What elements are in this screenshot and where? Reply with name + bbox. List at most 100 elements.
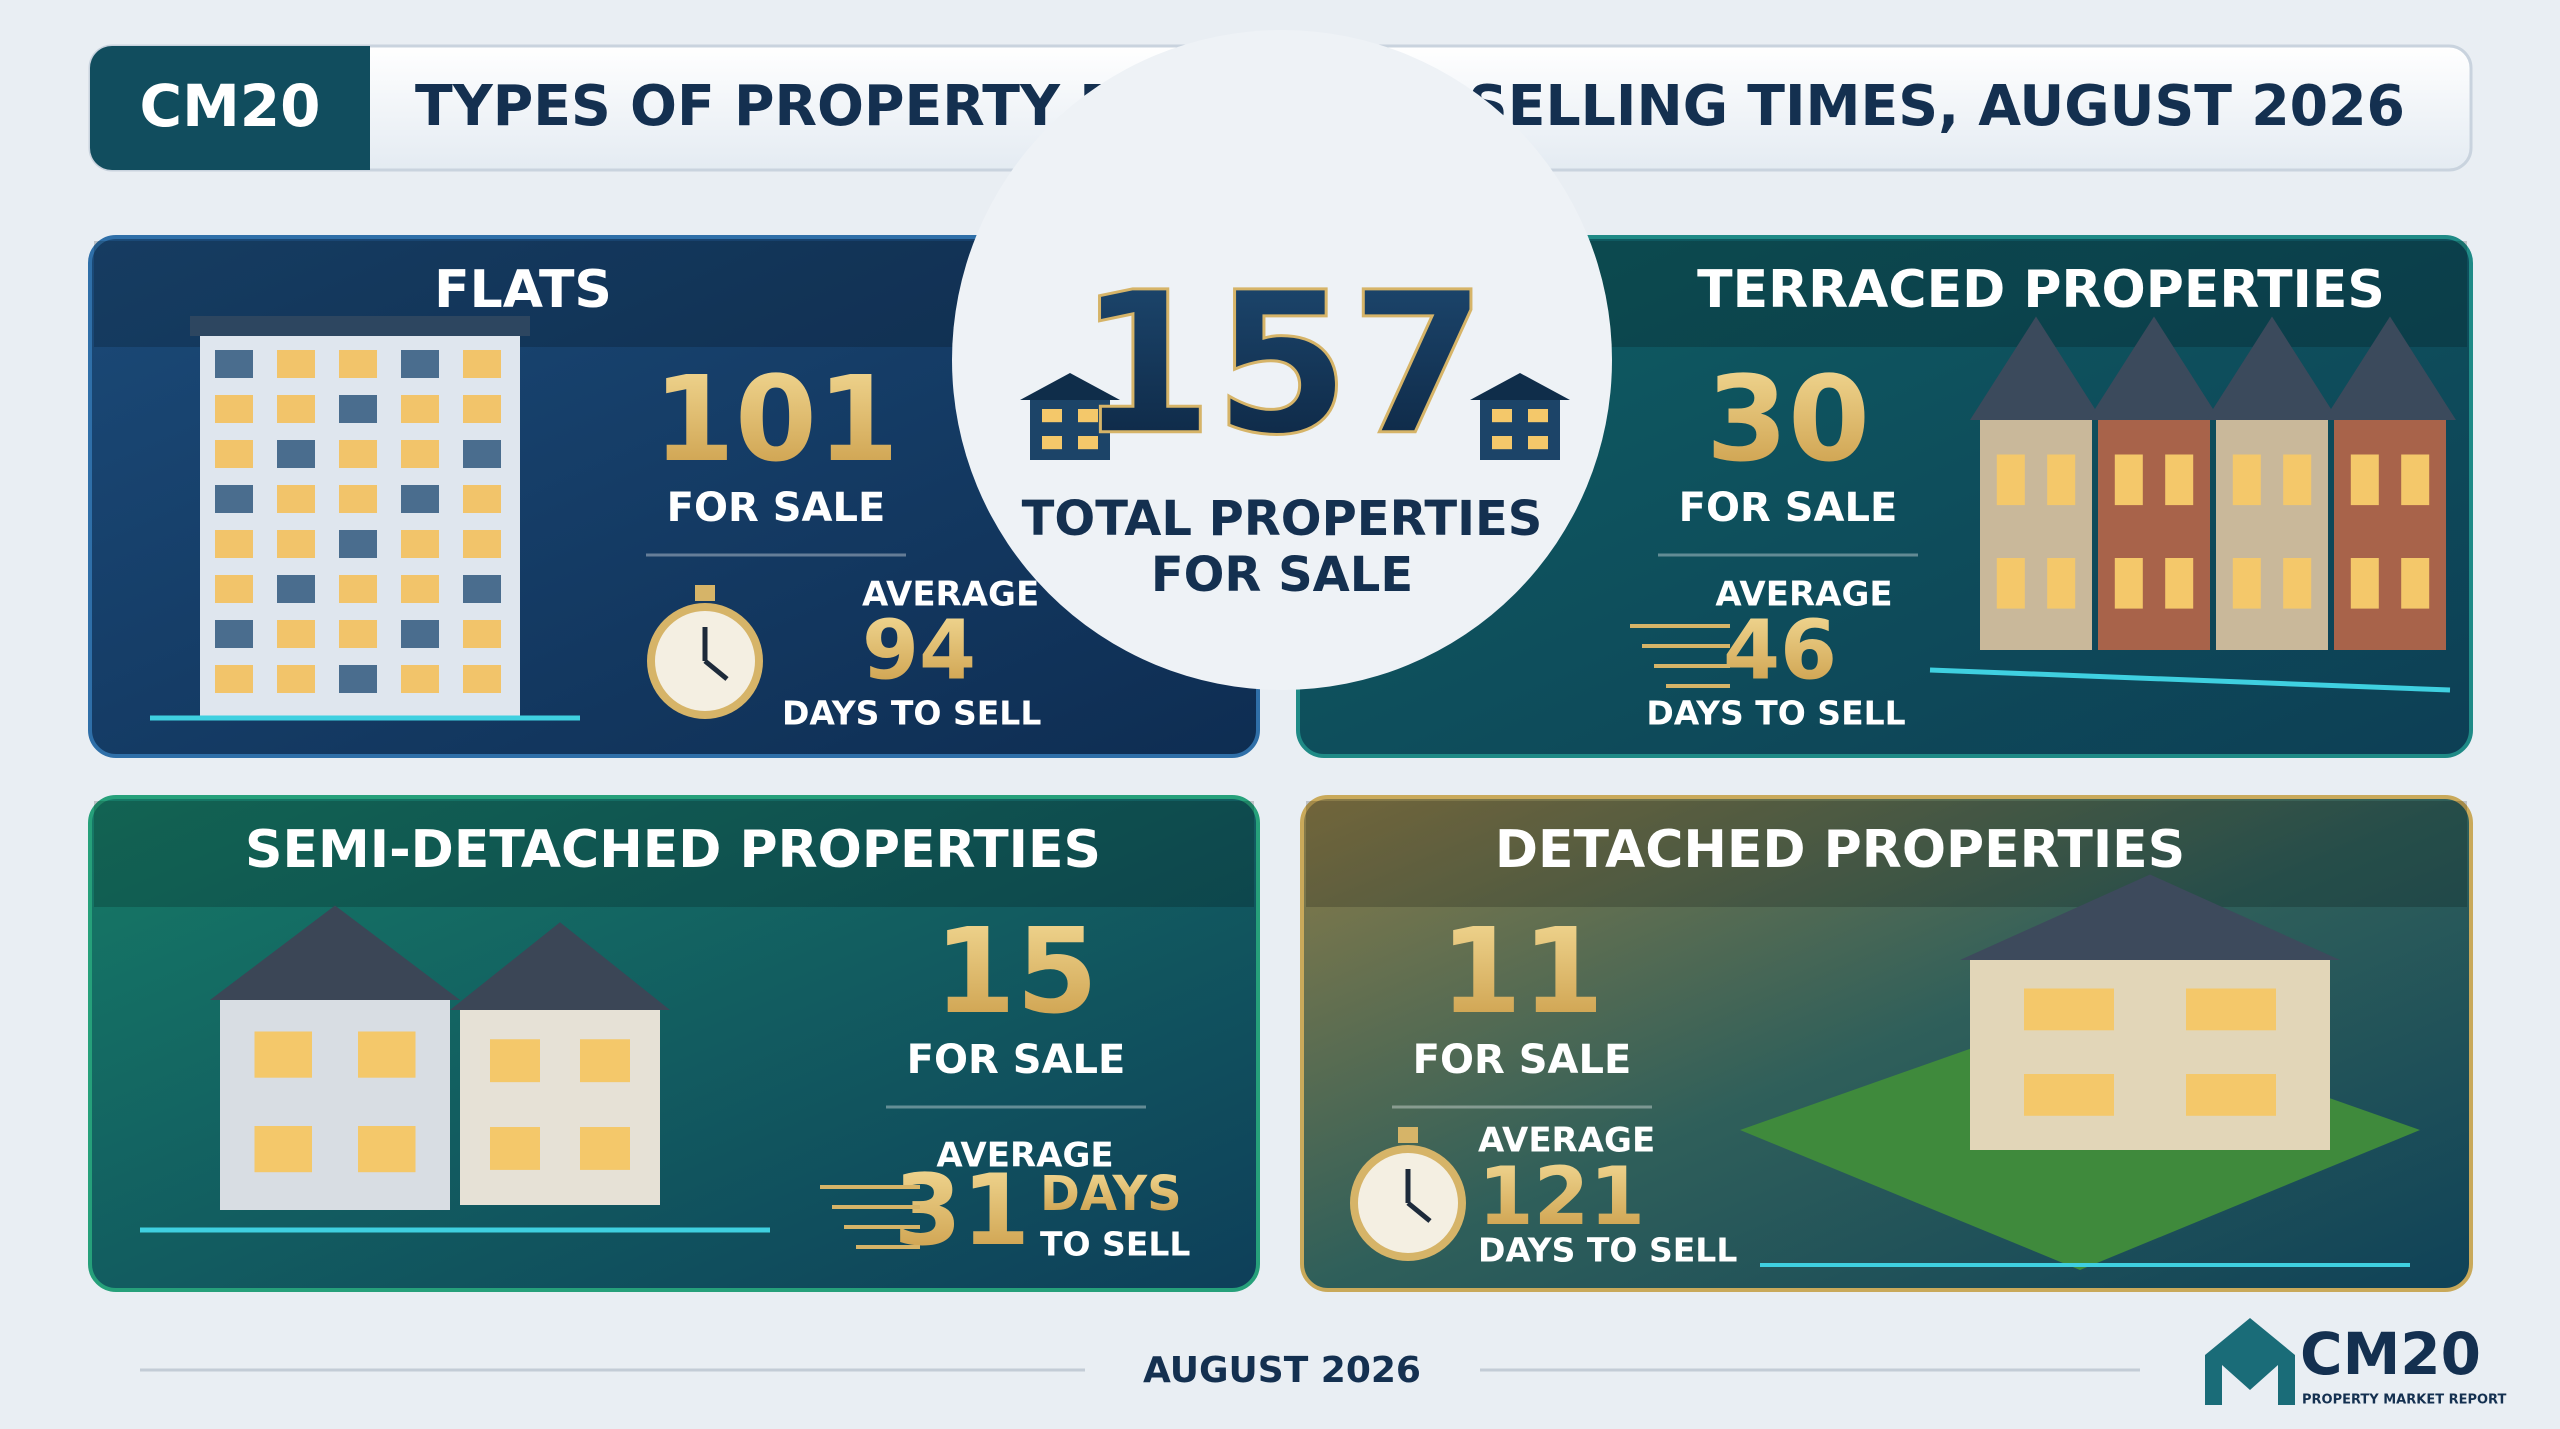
house-window [2186, 1074, 2276, 1116]
house-window [1042, 409, 1062, 423]
logo-icon [2205, 1318, 2295, 1405]
logo-text: CM20 [2300, 1320, 2481, 1388]
days-label: DAYS TO SELL [782, 694, 1041, 733]
window [401, 350, 439, 378]
for-sale-label: FOR SALE [667, 485, 886, 531]
total-label: FOR SALE [1151, 547, 1413, 603]
house-window [2186, 988, 2276, 1031]
house-window [2165, 454, 2194, 506]
days-label: TO SELL [1040, 1225, 1190, 1264]
window [463, 620, 501, 648]
house-window [2401, 558, 2430, 609]
window [277, 485, 315, 513]
stopwatch-hand [1406, 1201, 1432, 1223]
window [401, 395, 439, 423]
logo-subtitle: PROPERTY MARKET REPORT [2302, 1393, 2506, 1408]
window [463, 485, 501, 513]
window [277, 440, 315, 468]
days-label: DAYS TO SELL [1646, 694, 1905, 733]
window [339, 530, 377, 558]
house-window [254, 1031, 312, 1078]
center-disc [952, 30, 1612, 690]
house-window [2024, 988, 2114, 1031]
for-sale-count: 30 [1706, 350, 1870, 488]
days-to-sell: 121 [1478, 1150, 1645, 1243]
house-window [2024, 1074, 2114, 1116]
window [463, 350, 501, 378]
window [401, 575, 439, 603]
window [339, 350, 377, 378]
house-window [2232, 454, 2261, 506]
window [215, 440, 253, 468]
window [339, 575, 377, 603]
house-window [2350, 454, 2379, 506]
for-sale-count: 15 [934, 902, 1098, 1040]
window [277, 530, 315, 558]
stopwatch-crown [1398, 1127, 1418, 1143]
total-label: TOTAL PROPERTIES [1022, 491, 1543, 547]
house-roof [450, 922, 670, 1010]
house-window [1492, 409, 1512, 423]
window [463, 530, 501, 558]
days-label: DAYS TO SELL [1478, 1231, 1737, 1270]
house-roof [2324, 316, 2456, 420]
house-window [490, 1127, 540, 1170]
window [339, 485, 377, 513]
house-window [580, 1127, 630, 1170]
for-sale-count: 11 [1440, 902, 1604, 1040]
average-label: AVERAGE [1478, 1121, 1655, 1161]
window [215, 350, 253, 378]
window [339, 620, 377, 648]
for-sale-label: FOR SALE [1679, 485, 1898, 531]
card-title: DETACHED PROPERTIES [1495, 820, 2185, 880]
window [277, 620, 315, 648]
house-roof [2088, 316, 2220, 420]
window [463, 575, 501, 603]
house-window [254, 1126, 312, 1173]
house-window [1528, 409, 1548, 423]
ground-glow [1929, 667, 2451, 693]
window [277, 395, 315, 423]
house-window [2165, 558, 2194, 609]
card-header [1306, 801, 2467, 907]
house-roof [1470, 373, 1570, 400]
card-title: SEMI-DETACHED PROPERTIES [245, 820, 1101, 880]
window [463, 395, 501, 423]
window [339, 395, 377, 423]
average-label: AVERAGE [1715, 575, 1892, 615]
house-window [2114, 558, 2143, 609]
house-roof [2206, 316, 2338, 420]
house-window [1078, 436, 1098, 450]
house-window [1492, 436, 1512, 450]
house-window [2047, 454, 2076, 506]
window [401, 665, 439, 693]
days-to-sell: 94 [862, 603, 976, 698]
house-window [2350, 558, 2379, 609]
card-header [94, 801, 1254, 907]
window [401, 440, 439, 468]
window [401, 485, 439, 513]
house-roof [210, 905, 460, 1000]
house-window [358, 1031, 416, 1078]
house-window [2232, 558, 2261, 609]
card-title: FLATS [434, 260, 612, 320]
stopwatch-crown [695, 585, 715, 601]
window [215, 665, 253, 693]
footer-date: AUGUST 2026 [1143, 1350, 1421, 1391]
house-roof [1020, 373, 1120, 400]
house-window [1042, 436, 1062, 450]
stopwatch-hand [703, 659, 729, 681]
window [215, 485, 253, 513]
house-window [1078, 409, 1098, 423]
window [277, 665, 315, 693]
house-window [2283, 454, 2312, 506]
window [215, 575, 253, 603]
house-window [2283, 558, 2312, 609]
days-label: DAYS [1040, 1166, 1182, 1222]
house-window [1996, 454, 2025, 506]
footer: AUGUST 2026 CM20 PROPERTY MARKET REPORT [140, 1318, 2506, 1408]
